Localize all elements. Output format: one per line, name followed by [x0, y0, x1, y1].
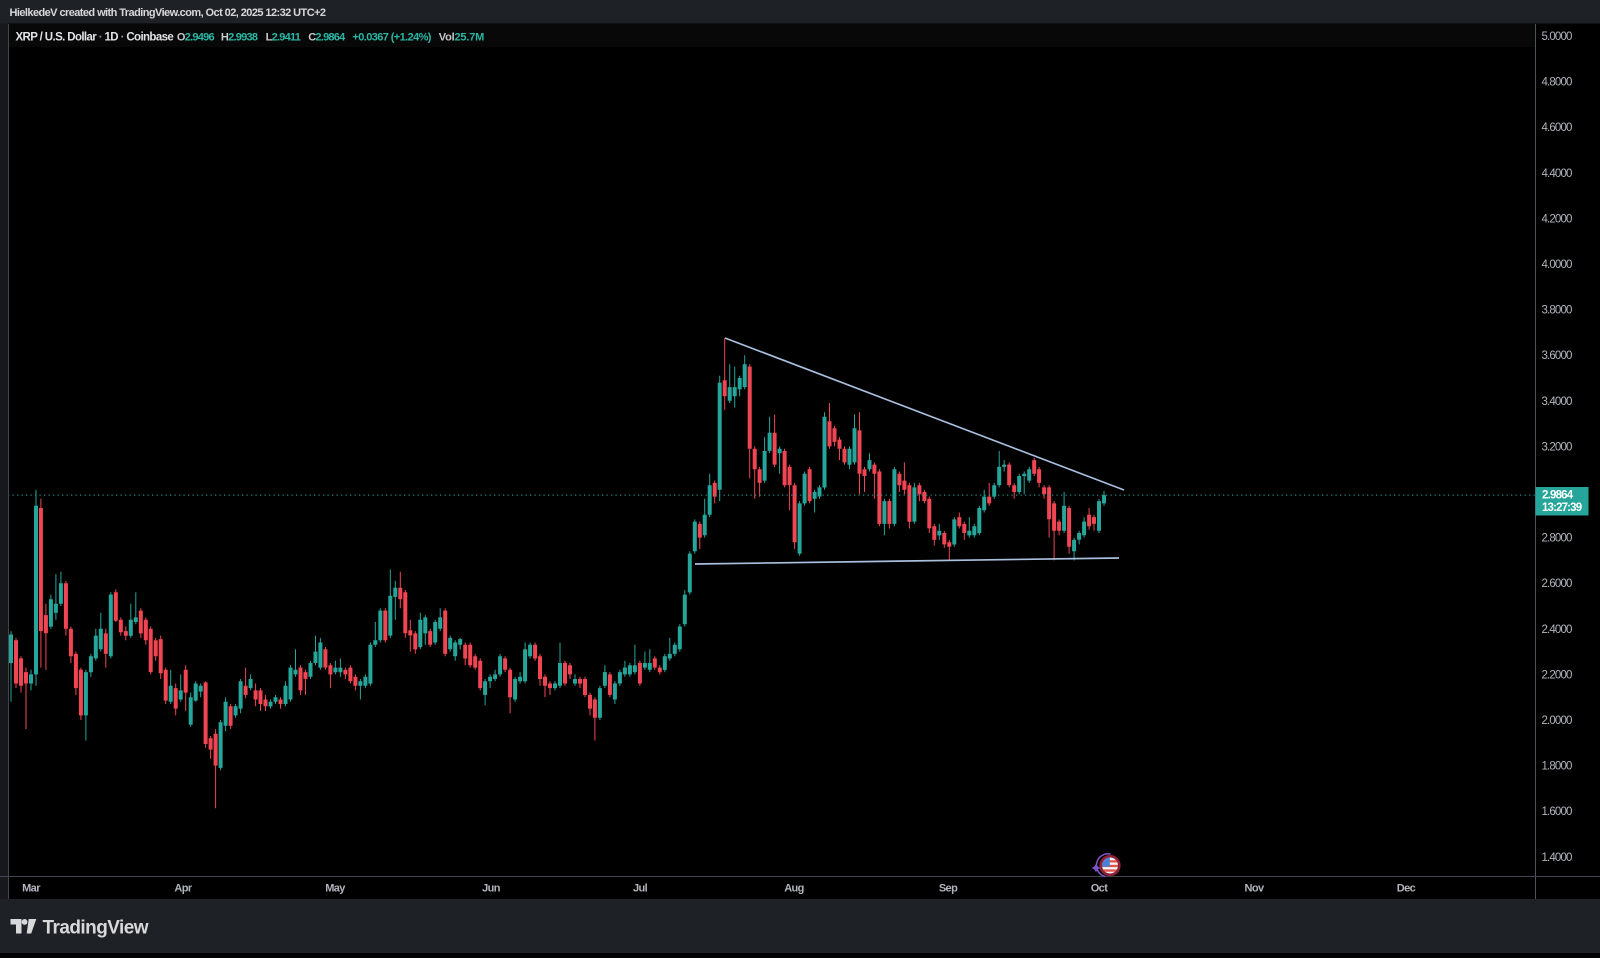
svg-text:H2.9938: H2.9938 [221, 32, 258, 44]
svg-text:4.6000: 4.6000 [1542, 122, 1573, 134]
svg-text:3.4000: 3.4000 [1542, 396, 1573, 408]
svg-text:Apr: Apr [174, 883, 192, 895]
svg-text:3.2000: 3.2000 [1542, 441, 1573, 453]
svg-text:13:27:39: 13:27:39 [1542, 502, 1582, 514]
svg-text:Nov: Nov [1245, 883, 1265, 895]
svg-text:4.0000: 4.0000 [1542, 259, 1573, 271]
svg-text:3.8000: 3.8000 [1542, 305, 1573, 317]
svg-text:2.8000: 2.8000 [1542, 533, 1573, 545]
svg-text:Jun: Jun [482, 883, 501, 895]
svg-text:4.4000: 4.4000 [1542, 168, 1573, 180]
svg-text:C2.9864: C2.9864 [308, 32, 346, 44]
svg-text:2.9864: 2.9864 [1542, 490, 1574, 502]
svg-text:2.6000: 2.6000 [1542, 578, 1573, 590]
svg-text:L2.9411: L2.9411 [266, 32, 301, 44]
svg-text:Sep: Sep [939, 883, 958, 895]
svg-text:Mar: Mar [22, 883, 41, 895]
svg-text:Vol25.7M: Vol25.7M [439, 32, 484, 44]
svg-text:+0.0367 (+1.24%): +0.0367 (+1.24%) [352, 32, 431, 44]
svg-text:2.0000: 2.0000 [1542, 715, 1573, 727]
svg-text:5.0000: 5.0000 [1542, 31, 1573, 43]
svg-text:3.6000: 3.6000 [1542, 350, 1573, 362]
svg-text:4.8000: 4.8000 [1542, 77, 1573, 89]
svg-text:2.4000: 2.4000 [1542, 624, 1573, 636]
svg-text:4.2000: 4.2000 [1542, 213, 1573, 225]
svg-text:HielkedeV created with Trading: HielkedeV created with TradingView.com, … [10, 7, 326, 19]
svg-text:1.6000: 1.6000 [1542, 806, 1573, 818]
svg-text:1.8000: 1.8000 [1542, 761, 1573, 773]
svg-text:Aug: Aug [784, 883, 804, 895]
svg-text:TradingView: TradingView [43, 918, 149, 939]
svg-text:Jul: Jul [633, 883, 648, 895]
svg-text:O2.9496: O2.9496 [177, 32, 215, 44]
svg-text:May: May [325, 883, 346, 895]
svg-text:Dec: Dec [1397, 883, 1416, 895]
svg-text:2.2000: 2.2000 [1542, 669, 1573, 681]
svg-text:1.4000: 1.4000 [1542, 852, 1573, 864]
svg-text:Oct: Oct [1091, 883, 1108, 895]
svg-text:XRP / U.S. Dollar · 1D · Coinb: XRP / U.S. Dollar · 1D · Coinbase [16, 32, 174, 44]
